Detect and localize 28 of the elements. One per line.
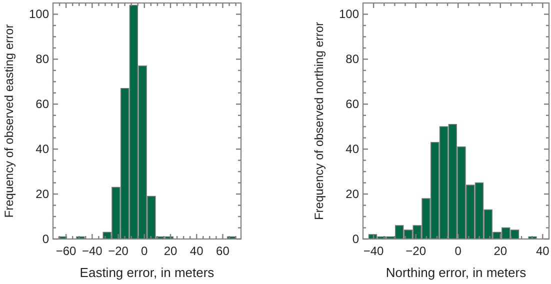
- x-tick-label: 40: [190, 244, 204, 258]
- x-tick-label: −40: [363, 244, 384, 258]
- x-tick-label: −60: [56, 244, 77, 258]
- y-tick-label: 40: [36, 142, 50, 156]
- y-tick-label: 0: [352, 232, 360, 246]
- x-axis-title: Easting error, in meters: [80, 265, 215, 280]
- y-tick-label: 20: [36, 187, 50, 202]
- y-axis-title: Frequency of observed easting error: [2, 24, 16, 218]
- y-tick-label: 80: [36, 52, 50, 66]
- x-tick-label: 0: [454, 244, 462, 258]
- x-axis-title: Northing error, in meters: [386, 265, 527, 280]
- x-tick-label: −20: [108, 244, 129, 258]
- y-tick-label: 80: [346, 52, 360, 66]
- y-tick-label: 60: [346, 97, 360, 112]
- x-tick-label: 60: [216, 244, 230, 258]
- y-tick-label: 100: [338, 7, 360, 22]
- x-tick-label: 20: [494, 244, 508, 258]
- y-tick-label: 0: [42, 232, 50, 246]
- x-tick-label: 20: [164, 244, 178, 258]
- x-tick-label: 0: [141, 244, 148, 258]
- y-tick-label: 100: [28, 7, 50, 22]
- x-tick-label: −20: [406, 244, 426, 258]
- y-tick-label: 60: [36, 97, 50, 112]
- y-axis-title: Frequency of observed northing error: [312, 22, 326, 220]
- x-tick-label: −40: [82, 244, 103, 258]
- y-tick-label: 20: [346, 187, 360, 202]
- x-tick-label: 40: [536, 244, 550, 258]
- y-tick-label: 40: [346, 142, 360, 156]
